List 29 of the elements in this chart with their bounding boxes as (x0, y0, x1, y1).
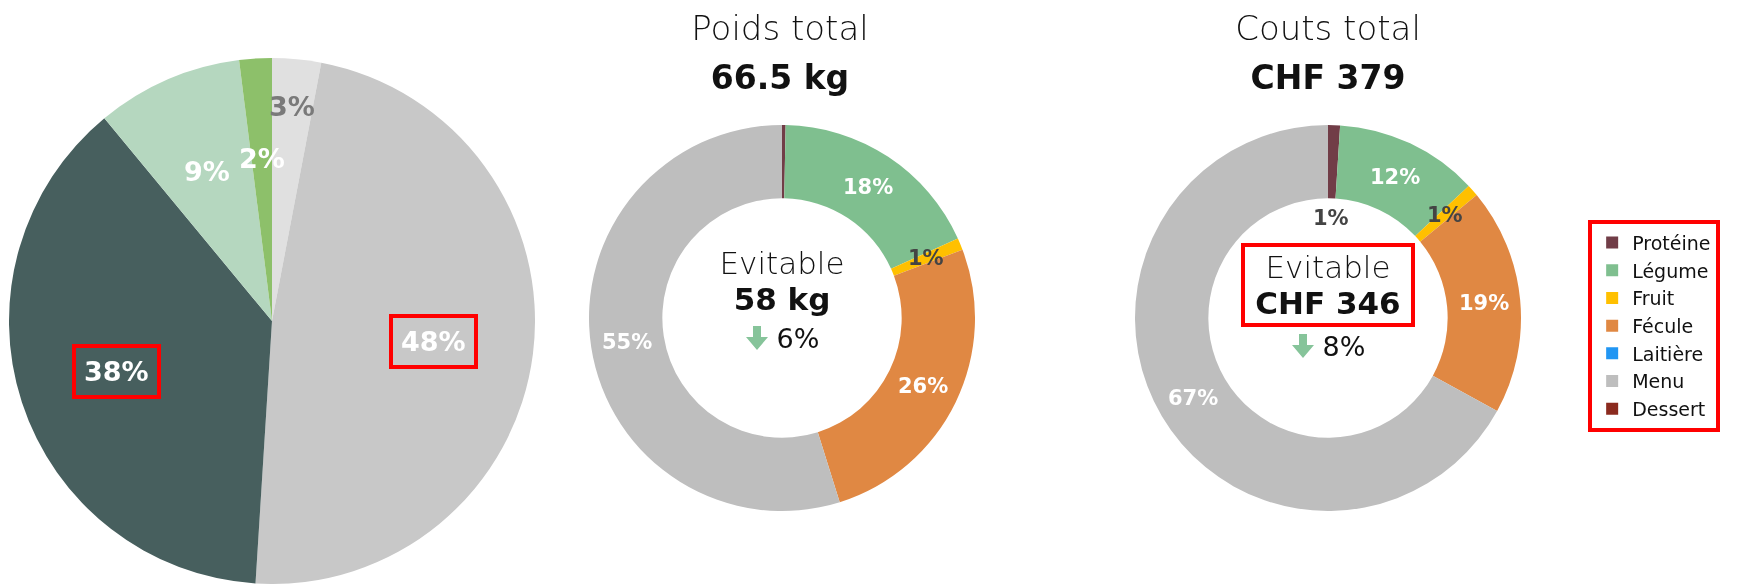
data-label: 67% (1168, 386, 1219, 410)
donut-slice (782, 125, 786, 199)
data-label: 1% (908, 246, 944, 270)
legend-label: Protéine (1632, 231, 1711, 254)
text: 58 kg (732, 281, 832, 317)
legend-label: Dessert (1632, 398, 1706, 421)
chart-subtitle: CHF 379 (1249, 58, 1407, 97)
legend-label: Fruit (1632, 287, 1675, 310)
legend-label: Menu (1632, 370, 1685, 393)
highlight-outline: Evitable CHF 346 (1241, 243, 1415, 327)
data-label: 26% (898, 374, 949, 398)
data-label: 9% (184, 156, 230, 187)
legend-label: Fécule (1632, 315, 1694, 338)
chart-title: Couts total (1234, 8, 1422, 48)
donut-slice (1328, 125, 1341, 199)
legend-label: Laitière (1632, 342, 1704, 365)
donut-slice (1420, 194, 1521, 411)
data-label: 18% (843, 175, 894, 199)
text: 8% (1322, 331, 1366, 362)
chart-subtitle: 66.5 kg (709, 58, 851, 97)
text: 6% (776, 323, 820, 354)
text: Evitable (719, 245, 845, 281)
data-label: 19% (1459, 291, 1510, 315)
data-label: 55% (602, 330, 653, 354)
data-label: 12% (1370, 165, 1421, 189)
chart-title: Poids total (690, 8, 870, 48)
data-label: 38% (84, 356, 149, 387)
data-label: 1% (1313, 206, 1349, 230)
legend-label: Légume (1632, 259, 1709, 282)
